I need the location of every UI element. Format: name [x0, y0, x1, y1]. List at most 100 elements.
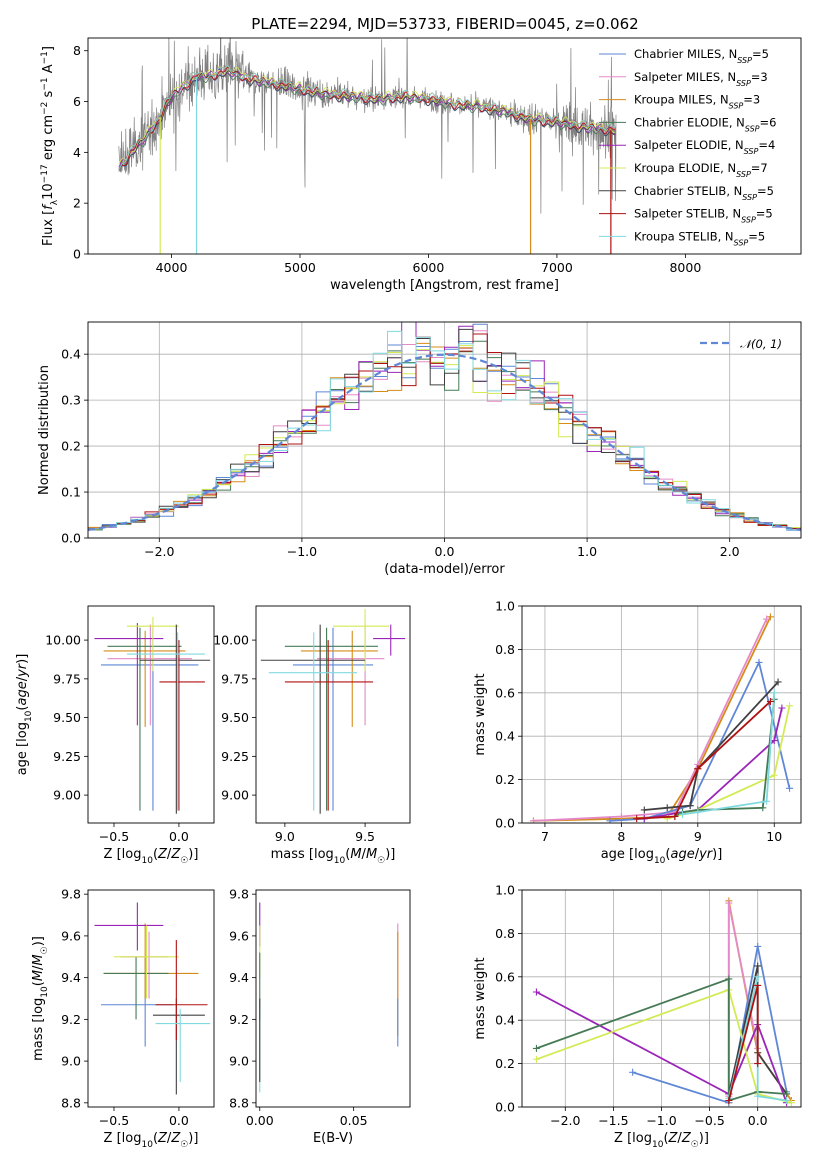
mass-vs-EBV-ytick-label: 9.6: [229, 928, 249, 943]
spectrum-xtick-label: 7000: [541, 260, 573, 275]
mass-weight-vs-Z-series-line: [632, 946, 788, 1104]
age-vs-mass-xlabel-part: )]: [385, 847, 395, 862]
mass-vs-Z-ylabel-part: M: [31, 954, 46, 965]
legend-entry-label: Kroupa ELODIE, N: [634, 161, 736, 175]
mass-vs-Z-ylabel-part: M: [31, 970, 46, 981]
mass-vs-Z-frame: [87, 889, 215, 1108]
legend-entry-sub: SSP: [729, 101, 744, 110]
spectrum-ytick-label: 2: [73, 196, 81, 211]
age-vs-mass-xtick-label: 9.5: [355, 829, 375, 844]
legend-entry-sub: SSP: [745, 124, 760, 133]
legend-entry-label: Chabrier STELIB, N: [634, 184, 742, 198]
mass-weight-vs-age-marker: [640, 806, 648, 814]
legend-entry-label: Chabrier MILES, N: [634, 47, 737, 61]
legend-entry-sub: SSP: [734, 238, 749, 247]
age-vs-mass-axes: 9.0 9.5 9.00 9.25 9.50 9.75 10.00: [213, 633, 375, 844]
age-vs-Z-xlabel-part: Z: [157, 847, 168, 862]
legend-entry-suffix: =6: [760, 115, 777, 129]
mass-weight-vs-age-marker: [763, 615, 771, 623]
age-vs-mass-frame: [255, 605, 411, 824]
legend-entry: Salpeter MILES, NSSP=3: [634, 70, 768, 88]
mass-weight-vs-Z-axes: −2.0 −1.5 −1.0 −0.5 0.0 0.0 0.2 0.4 0.6 0.8 1.0: [495, 883, 801, 1128]
mass-vs-Z-xlabel-part: Z: [157, 1131, 168, 1146]
mass-vs-Z-points: [94, 902, 211, 1095]
age-vs-Z-ylabel-part: (: [15, 706, 30, 711]
age-vs-mass-xlabel-part: M: [350, 847, 361, 862]
mass-weight-vs-age-xlabel-part: )]: [712, 847, 722, 862]
mass-vs-Z-ytick-label: 9.0: [61, 1054, 81, 1069]
spectrum-ylabel-part: erg cm: [41, 115, 56, 164]
mass-vs-Z-ytick-label: 8.8: [61, 1095, 81, 1110]
mass-vs-Z-ytick-label: 9.8: [61, 887, 81, 902]
mass-weight-vs-age-marker: [694, 765, 702, 773]
mass-weight-vs-Z-ytick-label: 0.2: [495, 1056, 515, 1071]
legend-entry-sub: SSP: [741, 215, 756, 224]
legend-entry-suffix: =5: [756, 207, 773, 221]
mass-weight-vs-Z-lines: [532, 897, 795, 1107]
spectrum-ylabel-part: ]: [41, 46, 56, 51]
mass-vs-Z-ylabel-part: 10: [40, 986, 50, 998]
spectrum-ytick-label: 6: [73, 94, 81, 109]
figure-title: PLATE=2294, MJD=53733, FIBERID=0045, z=0…: [251, 15, 638, 33]
mass-weight-vs-Z-series-line: [535, 991, 788, 1104]
spectrum-ylabel-part: s: [41, 90, 56, 101]
mass-weight-vs-Z-marker: [725, 1096, 733, 1104]
age-vs-Z-ylabel-part: )]: [15, 654, 30, 664]
age-vs-Z-xlabel-part: Z: [170, 847, 181, 862]
mass-weight-vs-age-xtick-label: 10: [766, 829, 782, 844]
mass-weight-vs-age-xlabel-part: age [log: [601, 847, 654, 862]
mass-weight-vs-age-ylabel-part: mass weight: [473, 673, 488, 755]
mass-weight-vs-Z-frame: [521, 889, 802, 1108]
mass-weight-vs-Z-xlabel-part: Z: [668, 1131, 679, 1146]
mass-vs-Z-ylabel-part: mass [log: [31, 998, 46, 1061]
residuals-xtick-label: −1.0: [287, 544, 317, 559]
age-vs-Z-ylabel-part: 10: [24, 710, 34, 722]
age-vs-mass-ytick-label: 10.00: [213, 633, 249, 648]
spectrum-ylabel-part: −2: [40, 102, 50, 115]
legend-entry-sub: SSP: [737, 56, 752, 65]
mass-weight-vs-age-ylabel: mass weight: [473, 673, 488, 755]
mass-weight-vs-Z-ylabel-part: mass weight: [473, 957, 488, 1039]
spectrum-xtick-label: 5000: [284, 260, 316, 275]
residuals-xlabel: (data-model)/error: [384, 562, 505, 577]
mass-vs-Z-xlabel-part: 10: [141, 1140, 153, 1150]
residuals-ytick-label: 0.2: [61, 439, 81, 454]
legend-entry-label: Salpeter MILES, N: [634, 70, 736, 84]
mass-weight-vs-age-marker: [633, 815, 641, 823]
mass-weight-vs-age-lines: [529, 613, 794, 823]
spectrum-axes: 4000 5000 6000 7000 8000 0 2 4 6 8: [73, 43, 701, 275]
age-vs-Z-ylabel-part: /: [15, 676, 30, 681]
spectrum-xlabel-part: wavelength [Angstrom, rest frame]: [330, 278, 559, 293]
mass-vs-Z-ylabel-part: (: [31, 981, 46, 986]
age-vs-mass-xlabel-part: ☉: [377, 856, 385, 866]
legend-entry-sub: SSP: [736, 78, 751, 87]
mass-weight-vs-Z-xtick-label: 0.0: [748, 1113, 768, 1128]
mass-weight-vs-Z-xlabel-part: ☉: [691, 1140, 699, 1150]
residuals-xtick-label: 1.0: [577, 544, 597, 559]
residuals-ytick-label: 0.1: [61, 485, 81, 500]
legend-entry-suffix: =3: [751, 70, 768, 84]
mass-weight-vs-age-ytick-label: 1.0: [495, 599, 515, 614]
spectrum-xtick-label: 4000: [156, 260, 188, 275]
mass-weight-vs-Z-marker: [787, 1099, 795, 1107]
mass-vs-Z-ylabel-part: ☉: [40, 946, 50, 954]
mass-weight-vs-age-xlabel-part: yr: [698, 847, 714, 862]
mass-weight-vs-Z-xlabel-part: 10: [652, 1140, 664, 1150]
mass-vs-EBV-frame: [255, 889, 411, 1108]
age-vs-Z-xtick-label: 0.0: [169, 829, 189, 844]
mass-weight-vs-age-xlabel-part: 10: [654, 856, 666, 866]
legend-entry: Kroupa ELODIE, NSSP=7: [634, 161, 768, 179]
mass-weight-vs-Z-xtick-label: −0.5: [694, 1113, 724, 1128]
mass-weight-vs-age-marker: [755, 658, 763, 666]
mass-weight-vs-age-marker: [778, 704, 786, 712]
mass-weight-vs-age-axes: 7 8 9 10 0.0 0.2 0.4 0.6 0.8 1.0: [495, 599, 801, 844]
age-vs-Z-xlabel-part: ☉: [180, 856, 188, 866]
mass-weight-vs-age-xtick-label: 7: [541, 829, 549, 844]
spectrum-xtick-label: 6000: [413, 260, 445, 275]
mass-vs-EBV-ytick-label: 9.4: [229, 970, 249, 985]
mass-weight-vs-Z-marker: [532, 1055, 540, 1063]
mass-weight-vs-age-series-line: [682, 692, 776, 816]
age-vs-Z-ytick-label: 10.00: [45, 633, 81, 648]
